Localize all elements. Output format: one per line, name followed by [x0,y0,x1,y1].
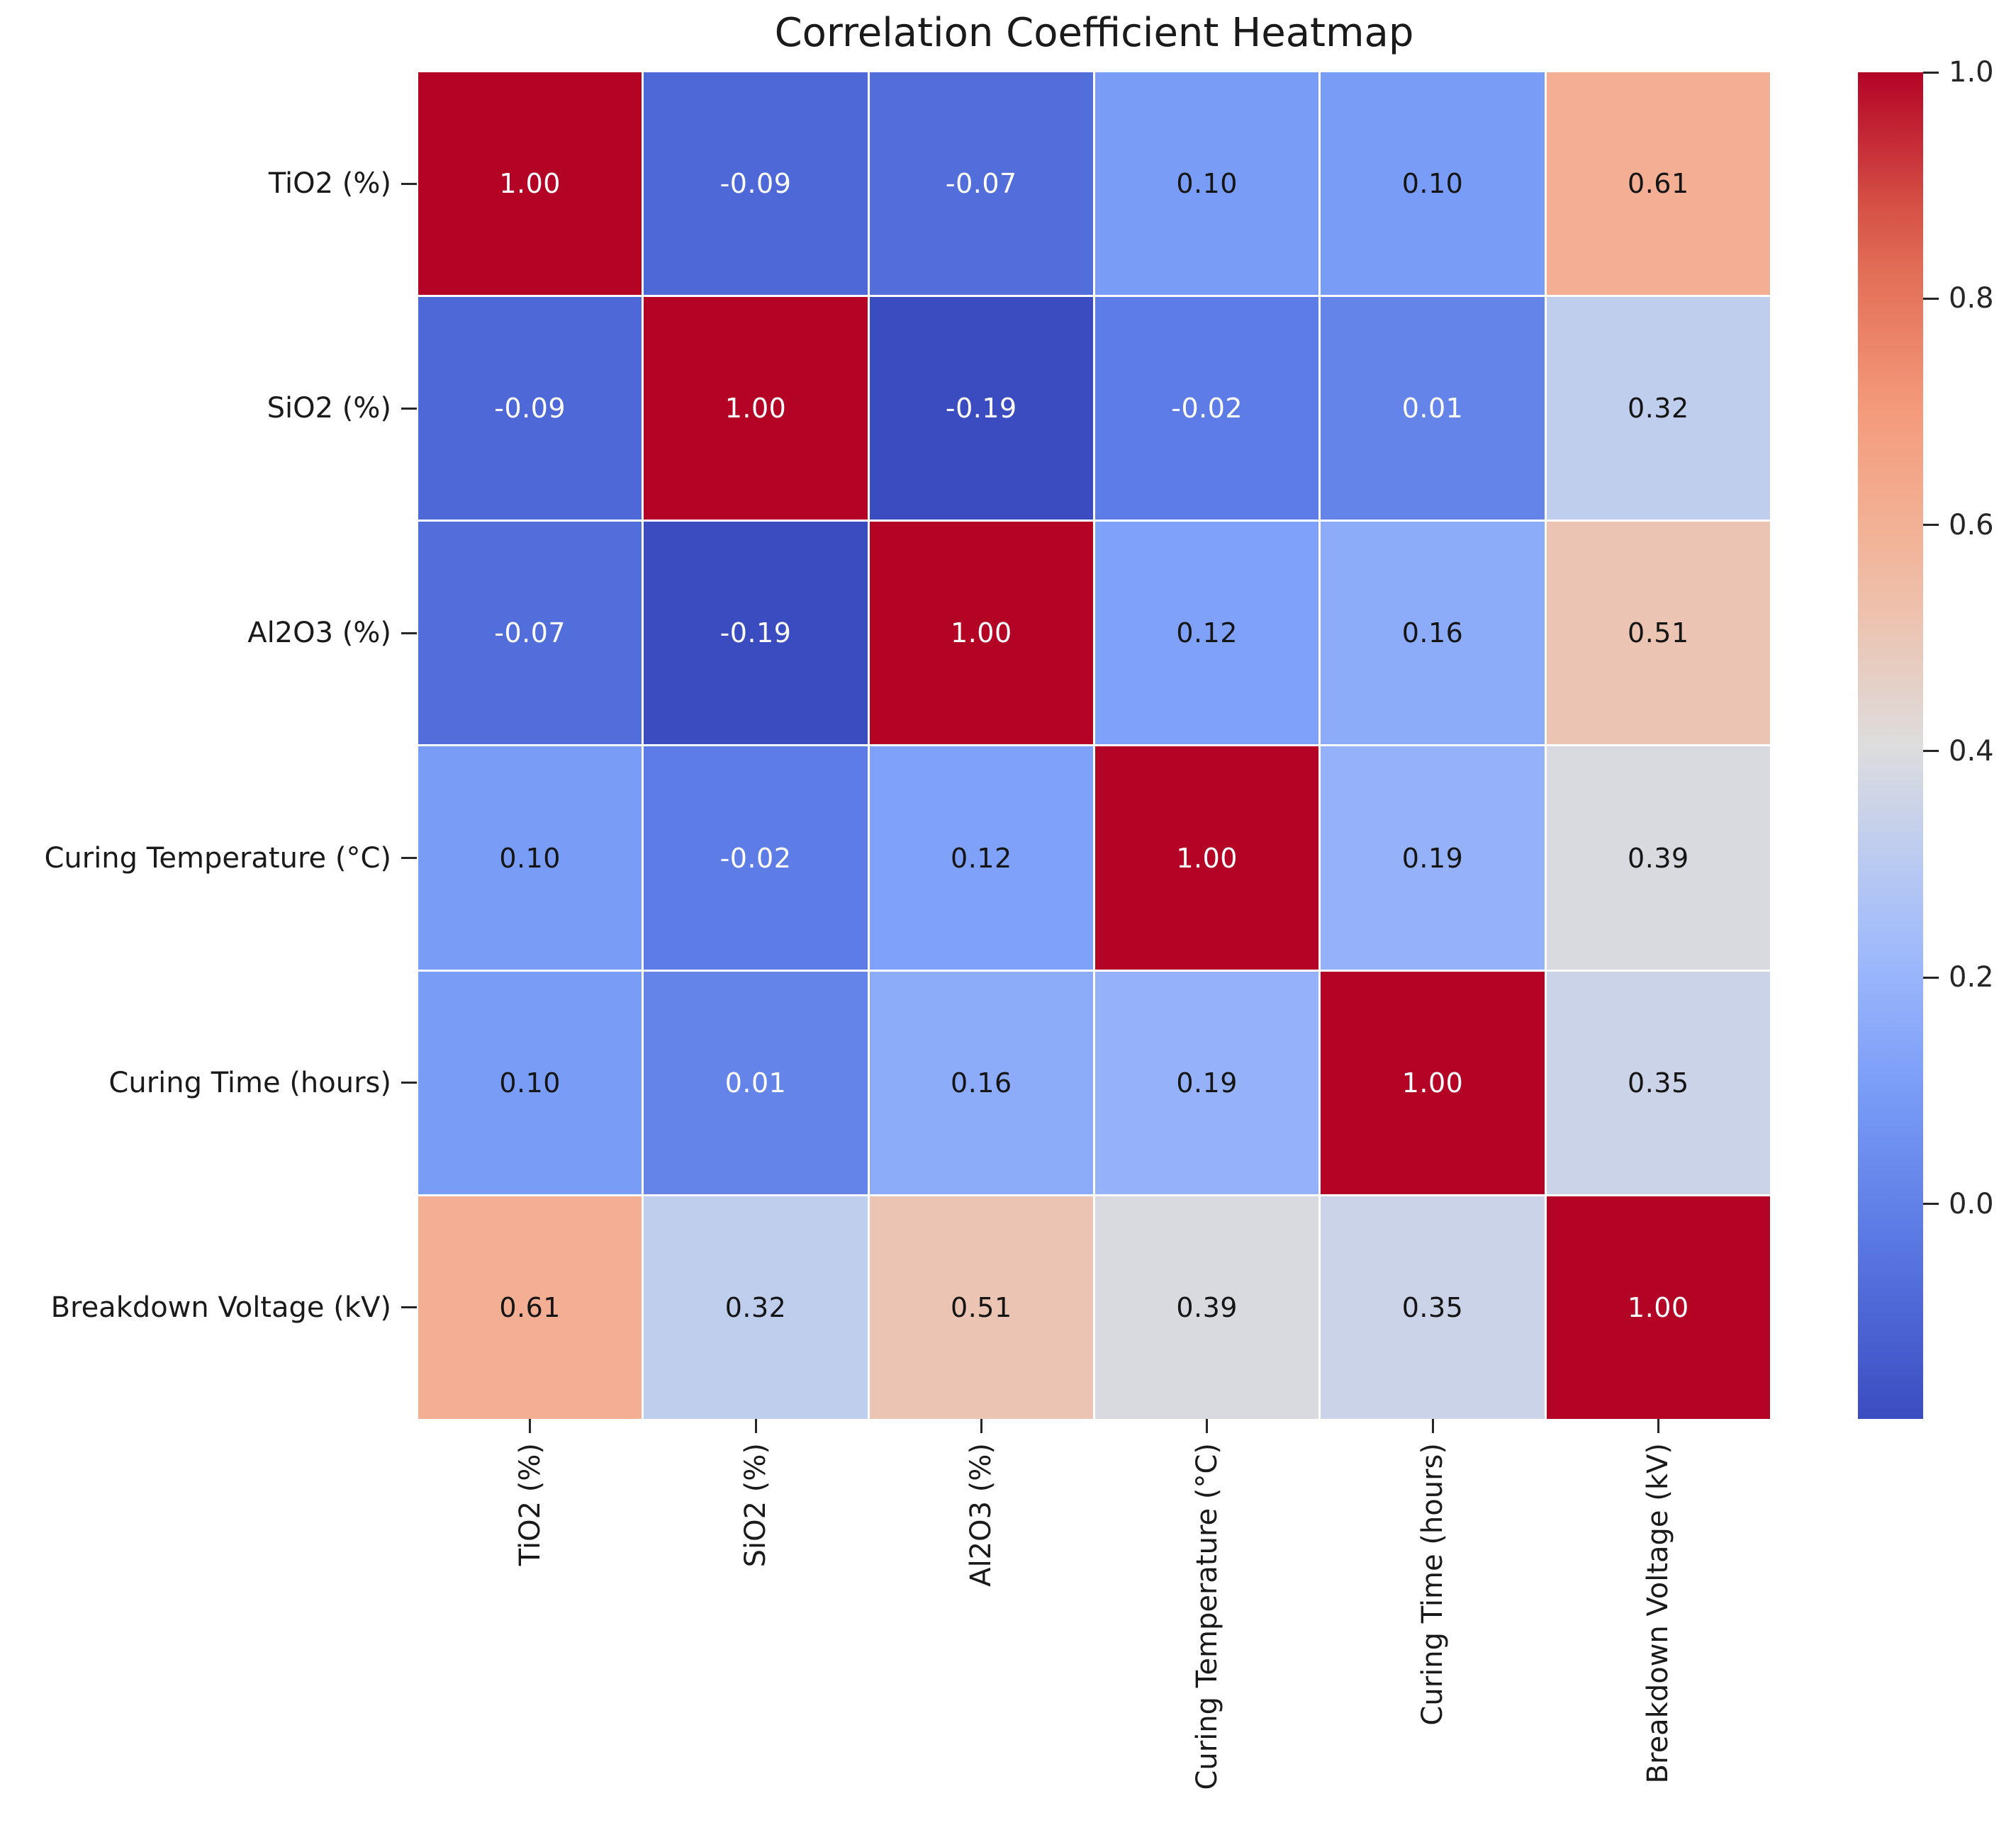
y-axis-tick [401,1082,417,1084]
y-axis-label: Al2O3 (%) [247,617,391,650]
x-axis-label-text: TiO2 (%) [513,1443,547,1566]
heatmap-cell: 0.32 [644,1196,868,1419]
x-axis-tick [980,1419,982,1433]
x-axis-tick [1431,1419,1434,1433]
heatmap-cell: 1.00 [644,297,868,520]
y-axis-tick [401,857,417,860]
heatmap-cell: -0.02 [1095,297,1319,520]
heatmap-cell: 0.61 [1546,72,1770,296]
heatmap-cell: 0.35 [1321,1196,1545,1419]
colorbar-tick [1923,1203,1939,1206]
heatmap-cell: 0.35 [1546,971,1770,1194]
x-axis-tick [529,1419,532,1433]
heatmap-cell: 1.00 [418,72,642,296]
heatmap-cell: 1.00 [1095,746,1319,970]
heatmap-cell: 1.00 [1321,971,1545,1194]
heatmap-cell: -0.09 [418,297,642,520]
x-axis-label-text: Breakdown Voltage (kV) [1642,1443,1675,1784]
y-axis-tick [401,1306,417,1309]
x-axis-tick [1657,1419,1659,1433]
heatmap-cell: 0.32 [1546,297,1770,520]
colorbar-tick [1923,976,1939,979]
heatmap-grid: 1.00 -0.09 -0.07 0.10 0.10 0.61 -0.09 1.00 -0.19… [418,72,1770,1419]
colorbar-tick-label: 0.4 [1949,734,1994,768]
heatmap-cell: 1.00 [1546,1196,1770,1419]
heatmap-cell: 0.19 [1095,971,1319,1194]
y-axis-label: Curing Temperature (°C) [44,841,391,875]
heatmap-cell: 0.10 [1321,72,1545,296]
x-axis-label-text: Curing Temperature (°C) [1190,1443,1223,1790]
y-axis-label: Curing Time (hours) [108,1066,391,1099]
heatmap-cell: 0.39 [1095,1196,1319,1419]
heatmap-cell: 0.19 [1321,746,1545,970]
heatmap-cell: 0.12 [869,746,1093,970]
x-axis-tick [1206,1419,1209,1433]
y-axis-tick [401,407,417,410]
y-axis-tick [401,182,417,185]
heatmap-cell: 0.16 [1321,522,1545,745]
colorbar-tick-label: 0.2 [1949,961,1994,994]
heatmap-cell: -0.07 [869,72,1093,296]
heatmap-cell: -0.19 [644,522,868,745]
x-axis-label: SiO2 (%) [727,1443,784,1567]
heatmap-cell: 1.00 [869,522,1093,745]
heatmap-cell: 0.39 [1546,746,1770,970]
heatmap-cell: 0.16 [869,971,1093,1194]
heatmap-cell: -0.09 [644,72,868,296]
y-axis-label: SiO2 (%) [267,392,391,425]
colorbar-tick [1923,297,1939,300]
heatmap-cell: 0.10 [418,971,642,1194]
heatmap-cell: 0.51 [869,1196,1093,1419]
heatmap-cell: 0.01 [644,971,868,1194]
x-axis-label: Al2O3 (%) [953,1443,1009,1587]
colorbar-tick-label: 0.8 [1949,282,1994,315]
y-axis-label: TiO2 (%) [268,167,391,201]
x-axis-label: Curing Temperature (°C) [1179,1443,1236,1790]
x-axis-label-text: Al2O3 (%) [965,1443,998,1587]
x-axis-label-text: Curing Time (hours) [1416,1443,1449,1726]
x-axis-label: TiO2 (%) [502,1443,559,1566]
x-axis-label-text: SiO2 (%) [739,1443,772,1568]
y-axis-tick [401,631,417,634]
heatmap-cell: 0.10 [1095,72,1319,296]
heatmap-cell: -0.19 [869,297,1093,520]
y-axis-label: Breakdown Voltage (kV) [50,1291,391,1324]
x-axis-label: Curing Time (hours) [1404,1443,1461,1726]
colorbar-tick [1923,524,1939,527]
heatmap-cell: 0.12 [1095,522,1319,745]
heatmap-cell: -0.07 [418,522,642,745]
x-axis-label: Breakdown Voltage (kV) [1630,1443,1686,1783]
colorbar-tick-label: 1.0 [1949,56,1994,89]
heatmap-cell: 0.10 [418,746,642,970]
chart-title: Correlation Coefficient Heatmap [774,10,1414,56]
colorbar-tick [1923,71,1939,74]
colorbar-tick-label: 0.0 [1949,1187,1994,1220]
heatmap-cell: 0.61 [418,1196,642,1419]
heatmap-cell: 0.51 [1546,522,1770,745]
colorbar-tick-label: 0.6 [1949,508,1994,541]
heatmap-cell: -0.02 [644,746,868,970]
x-axis-tick [754,1419,757,1433]
colorbar [1858,72,1923,1419]
heatmap-cell: 0.01 [1321,297,1545,520]
colorbar-tick [1923,750,1939,753]
